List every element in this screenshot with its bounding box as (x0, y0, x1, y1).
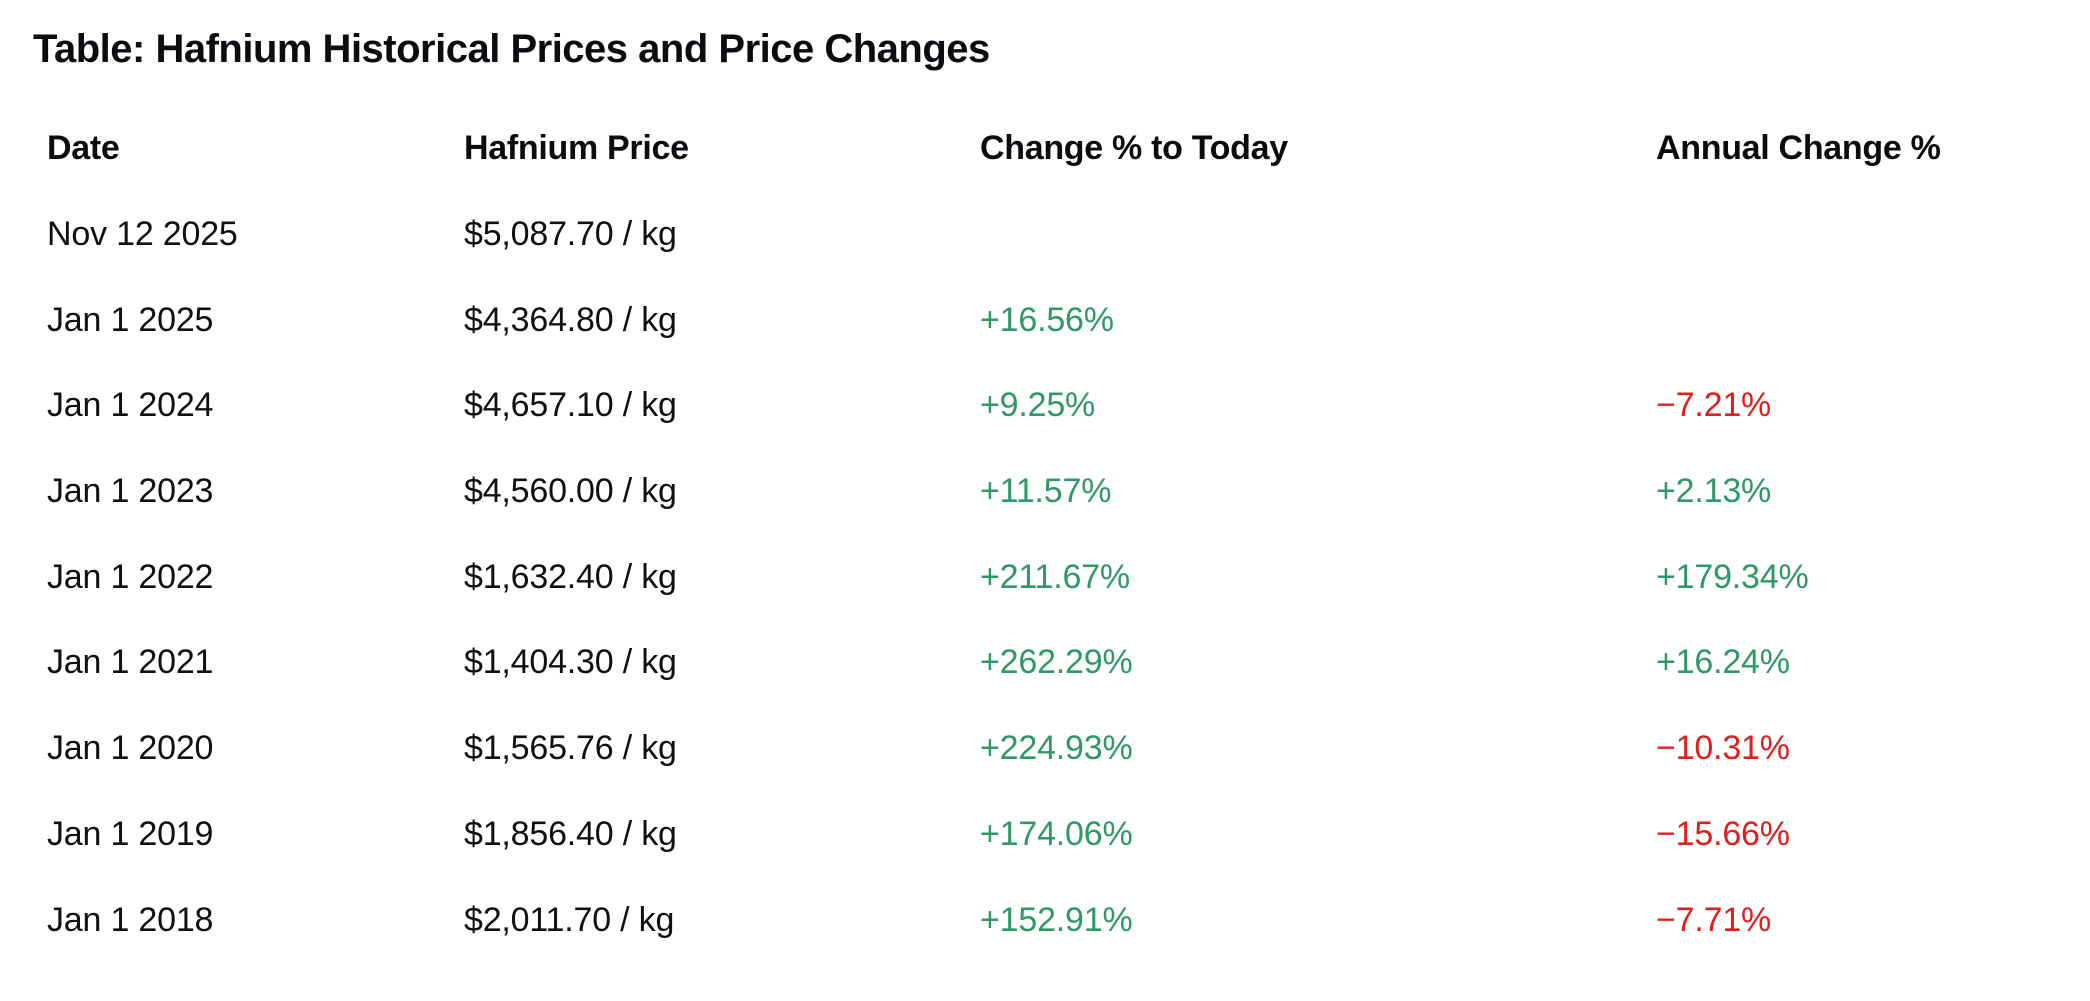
annual-change-cell: −15.66% (1656, 814, 1790, 853)
hafnium-prices-table: Date Hafnium Price Change % to Today Ann… (47, 106, 2047, 963)
price-cell: $1,404.30 / kg (464, 643, 677, 682)
column-header-annual-change: Annual Change % (1656, 129, 1941, 168)
annual-change-cell (1656, 192, 2047, 278)
change-to-today-cell: +224.93% (980, 729, 1133, 768)
page-title: Table: Hafnium Historical Prices and Pri… (33, 27, 990, 71)
table-row: Jan 1 2022 $1,632.40 / kg +211.67% +179.… (47, 534, 2047, 620)
annual-change-cell: +16.24% (1656, 643, 1790, 682)
price-cell: $2,011.70 / kg (464, 900, 675, 939)
table-row: Jan 1 2021 $1,404.30 / kg +262.29% +16.2… (47, 620, 2047, 706)
annual-change-cell (1656, 277, 2047, 363)
price-cell: $4,364.80 / kg (464, 300, 677, 339)
change-to-today-cell (980, 192, 1656, 278)
change-to-today-cell: +11.57% (980, 472, 1112, 511)
annual-change-cell: −7.71% (1656, 900, 1772, 939)
price-cell: $5,087.70 / kg (464, 215, 677, 254)
date-cell: Jan 1 2021 (47, 643, 214, 682)
table-header-row: Date Hafnium Price Change % to Today Ann… (47, 106, 2047, 192)
table-row: Jan 1 2018 $2,011.70 / kg +152.91% −7.71… (47, 877, 2047, 963)
price-cell: $1,632.40 / kg (464, 557, 677, 596)
table-row: Jan 1 2019 $1,856.40 / kg +174.06% −15.6… (47, 792, 2047, 878)
change-to-today-cell: +152.91% (980, 900, 1133, 939)
date-cell: Jan 1 2019 (47, 814, 214, 853)
annual-change-cell: +179.34% (1656, 557, 1809, 596)
annual-change-cell: −10.31% (1656, 729, 1790, 768)
change-to-today-cell: +9.25% (980, 386, 1096, 425)
price-cell: $4,657.10 / kg (464, 386, 677, 425)
change-to-today-cell: +262.29% (980, 643, 1133, 682)
table-row: Jan 1 2020 $1,565.76 / kg +224.93% −10.3… (47, 706, 2047, 792)
price-cell: $1,565.76 / kg (464, 729, 677, 768)
table-row: Jan 1 2023 $4,560.00 / kg +11.57% +2.13% (47, 449, 2047, 535)
change-to-today-cell: +16.56% (980, 300, 1114, 339)
column-header-change-to-today: Change % to Today (980, 129, 1288, 168)
date-cell: Jan 1 2024 (47, 386, 214, 425)
date-cell: Jan 1 2025 (47, 300, 214, 339)
date-cell: Jan 1 2022 (47, 557, 214, 596)
change-to-today-cell: +211.67% (980, 557, 1130, 596)
date-cell: Nov 12 2025 (47, 215, 238, 254)
price-cell: $4,560.00 / kg (464, 472, 677, 511)
column-header-price: Hafnium Price (464, 129, 689, 168)
date-cell: Jan 1 2018 (47, 900, 214, 939)
table-row: Jan 1 2024 $4,657.10 / kg +9.25% −7.21% (47, 363, 2047, 449)
column-header-date: Date (47, 129, 120, 168)
date-cell: Jan 1 2020 (47, 729, 214, 768)
change-to-today-cell: +174.06% (980, 814, 1133, 853)
annual-change-cell: −7.21% (1656, 386, 1772, 425)
table-row: Nov 12 2025 $5,087.70 / kg (47, 192, 2047, 278)
date-cell: Jan 1 2023 (47, 472, 214, 511)
annual-change-cell: +2.13% (1656, 472, 1772, 511)
price-cell: $1,856.40 / kg (464, 814, 677, 853)
table-row: Jan 1 2025 $4,364.80 / kg +16.56% (47, 277, 2047, 363)
